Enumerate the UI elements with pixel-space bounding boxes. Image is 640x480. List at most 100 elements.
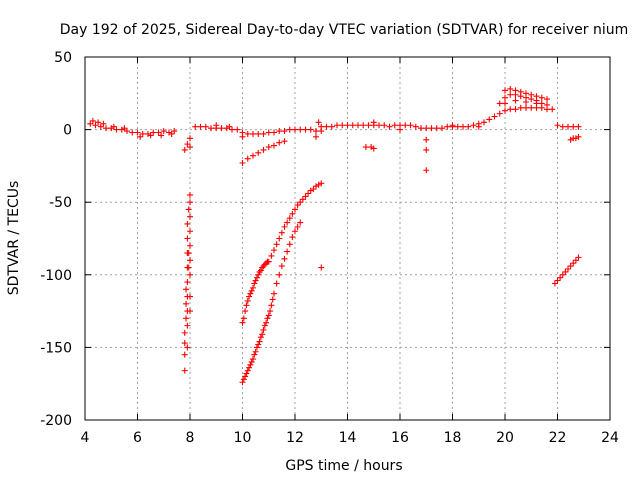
data-point <box>289 210 296 217</box>
data-point <box>243 370 250 377</box>
data-point <box>402 122 409 129</box>
data-point <box>244 130 251 137</box>
data-point <box>386 123 393 130</box>
data-point <box>533 93 540 100</box>
series-band-6 <box>239 219 304 386</box>
data-point <box>271 290 277 297</box>
data-point <box>289 234 296 241</box>
data-point <box>470 122 477 129</box>
data-point <box>491 113 498 120</box>
data-point <box>129 129 136 136</box>
data-point <box>502 94 508 101</box>
data-point <box>362 144 369 151</box>
data-point <box>559 271 566 278</box>
data-point <box>247 290 254 297</box>
data-point <box>103 125 109 132</box>
data-point <box>271 129 277 136</box>
data-point <box>349 122 356 129</box>
data-point <box>255 130 262 137</box>
data-point <box>528 104 535 111</box>
data-point <box>187 191 193 198</box>
data-point <box>271 142 277 149</box>
data-point <box>355 122 361 129</box>
data-point <box>110 123 117 130</box>
data-point <box>370 145 377 152</box>
y-axis-label: SDTVAR / TECUs <box>6 181 22 296</box>
data-point <box>365 122 372 129</box>
data-point <box>92 122 99 129</box>
data-point <box>251 280 258 287</box>
data-point <box>229 126 235 133</box>
data-point <box>554 122 561 129</box>
data-point <box>523 99 529 106</box>
data-point <box>544 96 550 103</box>
x-axis-label: GPS time / hours <box>285 458 402 474</box>
data-point <box>533 100 540 107</box>
data-point <box>433 125 440 132</box>
data-point <box>150 129 157 136</box>
data-point <box>297 126 304 133</box>
data-point <box>121 125 128 132</box>
data-point <box>299 196 306 203</box>
data-point <box>454 123 461 130</box>
data-point <box>267 308 274 315</box>
data-point <box>184 141 191 148</box>
data-point <box>187 293 193 300</box>
data-point <box>187 213 193 220</box>
data-point <box>475 123 482 130</box>
x-tick-label: 10 <box>234 430 252 446</box>
data-point <box>185 264 192 271</box>
data-point <box>260 130 267 137</box>
data-point <box>318 180 325 187</box>
data-point <box>507 85 514 92</box>
data-point <box>239 159 246 166</box>
data-point <box>575 254 582 261</box>
chart-title: Day 192 of 2025, Sidereal Day-to-day VTE… <box>60 22 629 38</box>
data-point <box>192 123 199 130</box>
series-band-0 <box>87 117 178 140</box>
data-point <box>565 123 571 130</box>
data-point <box>507 91 514 98</box>
data-point <box>278 263 285 270</box>
data-point <box>512 97 519 104</box>
data-point <box>559 123 566 130</box>
data-point <box>512 87 519 94</box>
data-point <box>502 107 508 114</box>
data-point <box>239 379 246 386</box>
data-point <box>256 268 263 275</box>
data-point <box>247 361 254 368</box>
data-point <box>248 287 255 294</box>
data-point <box>255 149 262 156</box>
data-point <box>507 106 514 113</box>
x-tick-label: 4 <box>81 430 90 446</box>
data-point <box>313 128 319 135</box>
series-band-5 <box>239 180 325 326</box>
data-point <box>187 135 193 142</box>
data-point <box>271 247 277 254</box>
data-point <box>268 252 275 259</box>
plot-frame <box>84 56 611 421</box>
data-point <box>570 123 577 130</box>
y-tick-label: 0 <box>63 123 72 139</box>
data-point <box>307 126 314 133</box>
data-point <box>265 312 272 319</box>
data-point <box>339 122 346 129</box>
data-point <box>253 274 260 281</box>
data-point <box>328 123 335 130</box>
x-tick-label: 12 <box>286 430 304 446</box>
data-point <box>318 264 325 271</box>
data-point <box>250 284 256 291</box>
data-point <box>264 315 271 322</box>
x-tick-labels: 4 6 8 10 12 14 16 18 20 22 24 <box>81 430 619 446</box>
data-point <box>562 268 569 275</box>
series-band-8 <box>551 133 582 287</box>
data-point <box>264 258 271 265</box>
data-point <box>486 116 493 123</box>
data-point <box>255 271 262 278</box>
data-point <box>268 302 275 309</box>
data-point <box>100 120 107 127</box>
data-point <box>273 241 280 248</box>
data-point <box>538 94 545 101</box>
data-point <box>89 117 96 124</box>
data-point <box>286 241 293 248</box>
